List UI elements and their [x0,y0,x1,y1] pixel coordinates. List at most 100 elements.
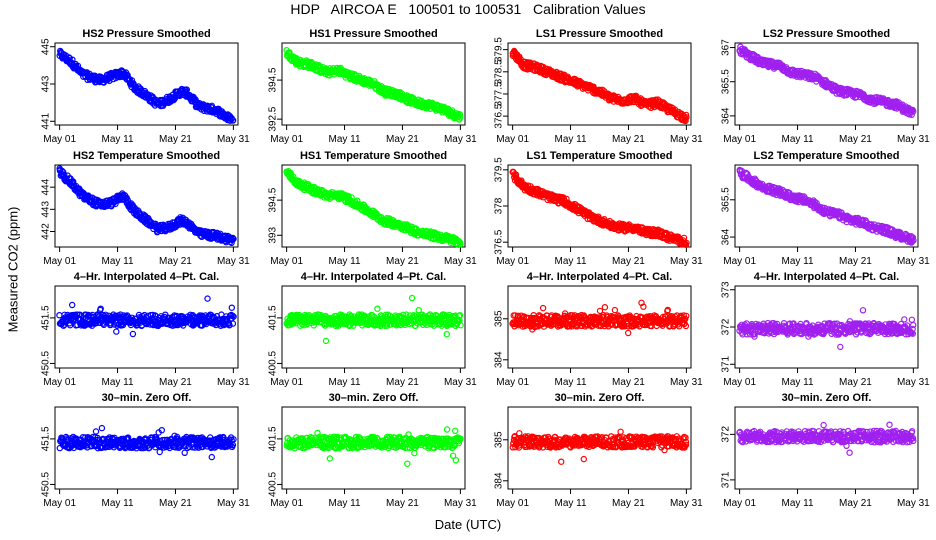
data-point [910,108,917,115]
data-point [683,114,690,121]
data-points [56,295,237,338]
data-points [736,307,917,351]
plot-frame [281,164,466,248]
data-point [408,294,416,302]
data-point [539,304,547,312]
data-point [611,306,619,314]
panel-title: LS1 Pressure Smoothed [536,28,663,40]
y-tick-label: 442 [41,223,52,240]
y-tick-label: 451.5 [41,426,52,451]
data-point [68,301,76,309]
data-point [512,171,520,178]
x-tick-label: May 11 [782,256,814,267]
y-tick-label: 364 [721,228,732,245]
x-tick-label: May 01 [43,256,76,267]
y-tick-label: 393 [268,227,279,244]
x-tick-label: May 01 [270,377,303,388]
plot-frame [281,285,466,369]
data-point [910,237,917,244]
x-tick-label: May 21 [612,256,645,267]
data-point [457,240,464,248]
panel-title: 4–Hr. Interpolated 4–Pt. Cal. [301,271,447,283]
x-tick-label: May 11 [782,377,814,388]
x-tick-label: May 31 [670,377,703,388]
plot-frame [734,42,919,126]
x-tick-label: May 31 [670,256,703,267]
x-tick-label: May 11 [102,498,134,509]
data-point [682,111,690,119]
y-tick-label: 367 [721,39,732,56]
data-point [229,312,236,319]
x-tick-label: May 01 [496,256,529,267]
panel-title: 4–Hr. Interpolated 4–Pt. Cal. [527,271,673,283]
data-point [625,329,632,337]
x-tick-label: May 01 [43,377,76,388]
x-tick-label: May 01 [270,256,303,267]
y-tick-label: 373 [721,281,732,298]
data-points [736,166,917,246]
y-tick-label: 451.5 [41,305,52,330]
x-tick-label: May 21 [386,377,419,388]
y-tick-label: 379.5 [494,37,505,62]
x-tick-label: May 21 [839,256,872,267]
y-tick-label: 376.5 [494,103,505,128]
y-tick-label: 377.5 [494,81,505,106]
panel-title: LS2 Pressure Smoothed [763,28,890,40]
x-tick-label: May 31 [444,134,477,145]
data-point [60,168,67,176]
x-tick-label: May 21 [612,377,645,388]
figure-title: HDP AIRCOA E 100501 to 100531 Calibratio… [290,1,646,17]
x-axis-label: Date (UTC) [434,517,502,532]
data-points [509,299,690,337]
data-points [56,47,237,124]
x-tick-label: May 21 [159,256,192,267]
data-point [859,307,867,314]
y-tick-label: 401.5 [268,305,279,330]
data-point [230,313,237,320]
data-point [837,343,844,351]
data-point [601,304,609,311]
x-tick-label: May 11 [329,377,361,388]
y-tick-label: 444 [41,178,52,195]
x-tick-label: May 31 [444,377,477,388]
panel-title: LS1 Temperature Smoothed [527,150,673,162]
y-tick-label: 372 [721,318,732,335]
y-tick-label: 394.5 [268,187,279,212]
y-tick-label: 384 [494,351,505,368]
data-point [229,117,237,124]
x-tick-label: May 31 [897,377,930,388]
panel-title: HS2 Pressure Smoothed [82,28,210,40]
panel-3-3: 4–Hr. Interpolated 4–Pt. Cal.May 01 May 1… [494,271,704,388]
data-point [92,428,100,435]
data-point [909,238,916,245]
x-tick-label: May 11 [555,256,587,267]
y-tick-label: 365.5 [721,69,732,94]
panel-3-4: 4–Hr. Interpolated 4–Pt. Cal.May 01 May 1… [721,271,931,388]
x-tick-label: May 31 [897,134,930,145]
data-point [228,115,235,123]
x-tick-label: May 31 [897,256,930,267]
data-point [229,320,237,327]
data-points [56,165,237,246]
data-point [204,295,211,302]
data-point [457,114,464,121]
data-point [98,424,106,432]
data-point [909,234,917,241]
panel-title: HS2 Temperature Smoothed [73,150,220,162]
panel-title: HS1 Temperature Smoothed [300,150,447,162]
data-point [901,316,908,323]
data-points [56,424,237,461]
x-tick-label: May 21 [159,134,192,145]
y-tick-label: 385 [494,310,505,327]
data-point [682,117,689,125]
x-tick-label: May 01 [43,134,76,145]
data-point [228,304,235,311]
x-tick-label: May 11 [329,256,361,267]
data-points [283,47,464,123]
data-point [69,56,76,63]
